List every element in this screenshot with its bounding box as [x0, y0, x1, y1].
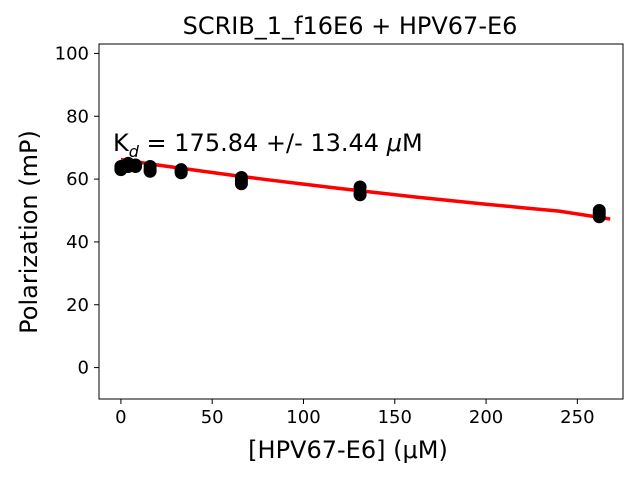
data-point	[174, 163, 188, 177]
kd-unit: M	[402, 129, 423, 157]
kd-unit-symbol: μ	[386, 129, 402, 157]
data-point	[592, 204, 606, 218]
x-tick-label: 250	[560, 407, 594, 428]
kd-annotation: Kd = 175.84 +/- 13.44 μM	[113, 129, 423, 161]
y-ticks: 0 20 40 60 80 100	[55, 43, 99, 379]
data-point	[129, 158, 143, 172]
y-tick-label: 0	[78, 358, 89, 379]
kd-value: = 175.84 +/- 13.44	[139, 129, 387, 157]
y-tick-label: 40	[66, 232, 89, 253]
x-tick-label: 50	[201, 407, 224, 428]
x-ticks: 0 50 100 150 200 250	[115, 399, 595, 428]
chart-title: SCRIB_1_f16E6 + HPV67-E6	[183, 12, 518, 40]
y-tick-label: 20	[66, 295, 89, 316]
data-point	[143, 160, 157, 174]
x-tick-label: 0	[115, 407, 126, 428]
x-axis-label: [HPV67-E6] (μM)	[248, 436, 448, 464]
kd-prefix: K	[113, 129, 130, 157]
kd-subscript: d	[129, 142, 140, 161]
data-point	[353, 180, 367, 194]
y-tick-label: 60	[66, 169, 89, 190]
y-tick-label: 80	[66, 106, 89, 127]
y-axis-label: Polarization (mP)	[15, 130, 43, 334]
x-tick-label: 150	[378, 407, 412, 428]
data-points	[114, 156, 606, 224]
x-tick-label: 200	[469, 407, 503, 428]
data-point	[234, 171, 248, 185]
plot-area	[98, 43, 624, 400]
x-tick-label: 100	[286, 407, 320, 428]
y-tick-label: 100	[55, 43, 89, 64]
